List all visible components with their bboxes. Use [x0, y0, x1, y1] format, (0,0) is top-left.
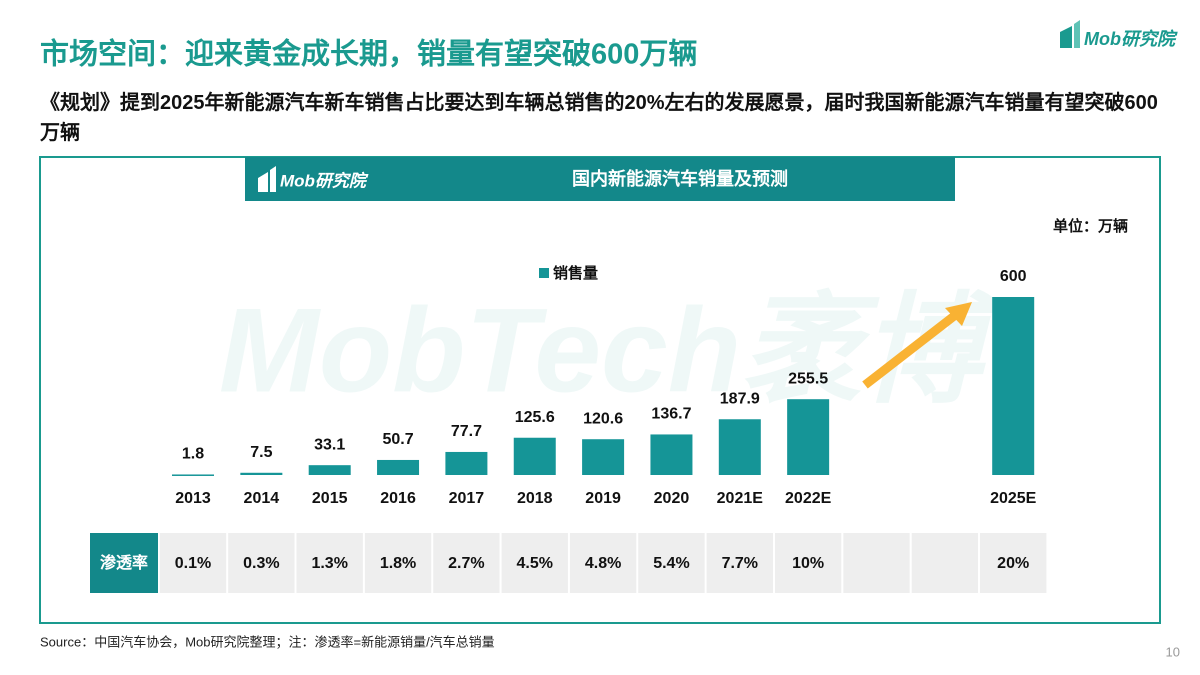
- table-cell: [911, 533, 979, 593]
- value-label: 7.5: [250, 444, 272, 461]
- logo-text: Mob研究院: [1084, 29, 1178, 49]
- x-tick-label: 2021E: [717, 490, 764, 507]
- penetration-value: 2.7%: [448, 555, 484, 572]
- penetration-value: 0.1%: [175, 555, 211, 572]
- value-label: 77.7: [451, 423, 482, 440]
- table-cell: [706, 533, 773, 593]
- value-label: 187.9: [720, 390, 760, 407]
- x-tick-label: 2014: [244, 490, 280, 507]
- x-tick-label: 2020: [654, 490, 690, 507]
- subtitle-box: 《规划》提到2025年新能源汽车新车销售占比要达到车辆总销售的20%左右的发展愿…: [40, 92, 1158, 144]
- x-tick-label: 2025E: [990, 490, 1037, 507]
- page-number: 10: [1166, 644, 1180, 659]
- x-tick-label: 2016: [380, 490, 416, 507]
- penetration-value: 4.5%: [517, 555, 553, 572]
- chart-logo-icon: [258, 166, 276, 192]
- table-cell: [296, 533, 363, 593]
- trend-arrow: [862, 309, 961, 389]
- x-tick-label: 2017: [449, 490, 485, 507]
- value-label: 33.1: [314, 436, 345, 453]
- table-header-label: 渗透率: [100, 553, 148, 572]
- legend-label: 销售量: [553, 264, 598, 282]
- table-cell: [433, 533, 500, 593]
- table-cell: [228, 533, 295, 593]
- table-cell: [638, 533, 705, 593]
- value-label: 136.7: [651, 406, 691, 423]
- table-cell: [843, 533, 910, 593]
- logo-icon: [1060, 26, 1072, 48]
- bar: [582, 439, 625, 475]
- trend-arrow-head: [945, 302, 972, 326]
- chart-logo: Mob研究院: [280, 171, 369, 190]
- bar: [172, 474, 214, 476]
- value-label: 50.7: [382, 431, 413, 448]
- source-note: Source：中国汽车协会，Mob研究院整理；注：渗透率=新能源销量/汽车总销量: [40, 634, 495, 650]
- penetration-value: 4.8%: [585, 555, 621, 572]
- x-tick-label: 2013: [175, 490, 211, 507]
- value-label: 600: [1000, 268, 1027, 285]
- penetration-value: 1.8%: [380, 555, 416, 572]
- bar: [377, 459, 420, 475]
- unit-label: 单位：万辆: [1053, 217, 1128, 235]
- bar: [308, 465, 351, 475]
- chart-title: 国内新能源汽车销量及预测: [572, 168, 788, 189]
- x-tick-label: 2019: [585, 490, 621, 507]
- penetration-value: 20%: [997, 555, 1029, 572]
- bar: [240, 472, 283, 475]
- table-cell: [980, 533, 1047, 593]
- penetration-value: 1.3%: [311, 555, 347, 572]
- bar: [513, 437, 556, 475]
- legend-swatch: [539, 268, 549, 278]
- bar: [992, 297, 1035, 475]
- top-logo: Mob研究院: [1060, 20, 1178, 49]
- value-label: 120.6: [583, 410, 623, 427]
- subtitle: 《规划》提到2025年新能源汽车新车销售占比要达到车辆总销售的20%左右的发展愿…: [40, 92, 1158, 144]
- penetration-value: 0.3%: [243, 555, 279, 572]
- value-label: 255.5: [788, 370, 828, 387]
- penetration-value: 5.4%: [653, 555, 689, 572]
- x-tick-label: 2018: [517, 490, 553, 507]
- slide-title: 市场空间：迎来黄金成长期，销量有望突破600万辆: [40, 37, 697, 71]
- bar: [650, 434, 693, 475]
- penetration-value: 10%: [792, 555, 824, 572]
- bar: [718, 419, 761, 475]
- bar: [445, 451, 488, 475]
- logo-icon: [1074, 20, 1080, 48]
- watermark: MobTech袤博: [219, 284, 1001, 418]
- table-cell: [774, 533, 842, 593]
- table-cell: [501, 533, 568, 593]
- chart-header: [245, 157, 955, 201]
- table-cell: [159, 533, 227, 593]
- value-label: 125.6: [515, 409, 555, 426]
- table-cell: [569, 533, 637, 593]
- table-header-cell: [90, 533, 158, 593]
- penetration-value: 7.7%: [722, 555, 758, 572]
- table-cell: [364, 533, 432, 593]
- value-label: 1.8: [182, 446, 204, 463]
- x-tick-label: 2015: [312, 490, 348, 507]
- x-tick-label: 2022E: [785, 490, 832, 507]
- bar: [787, 399, 830, 475]
